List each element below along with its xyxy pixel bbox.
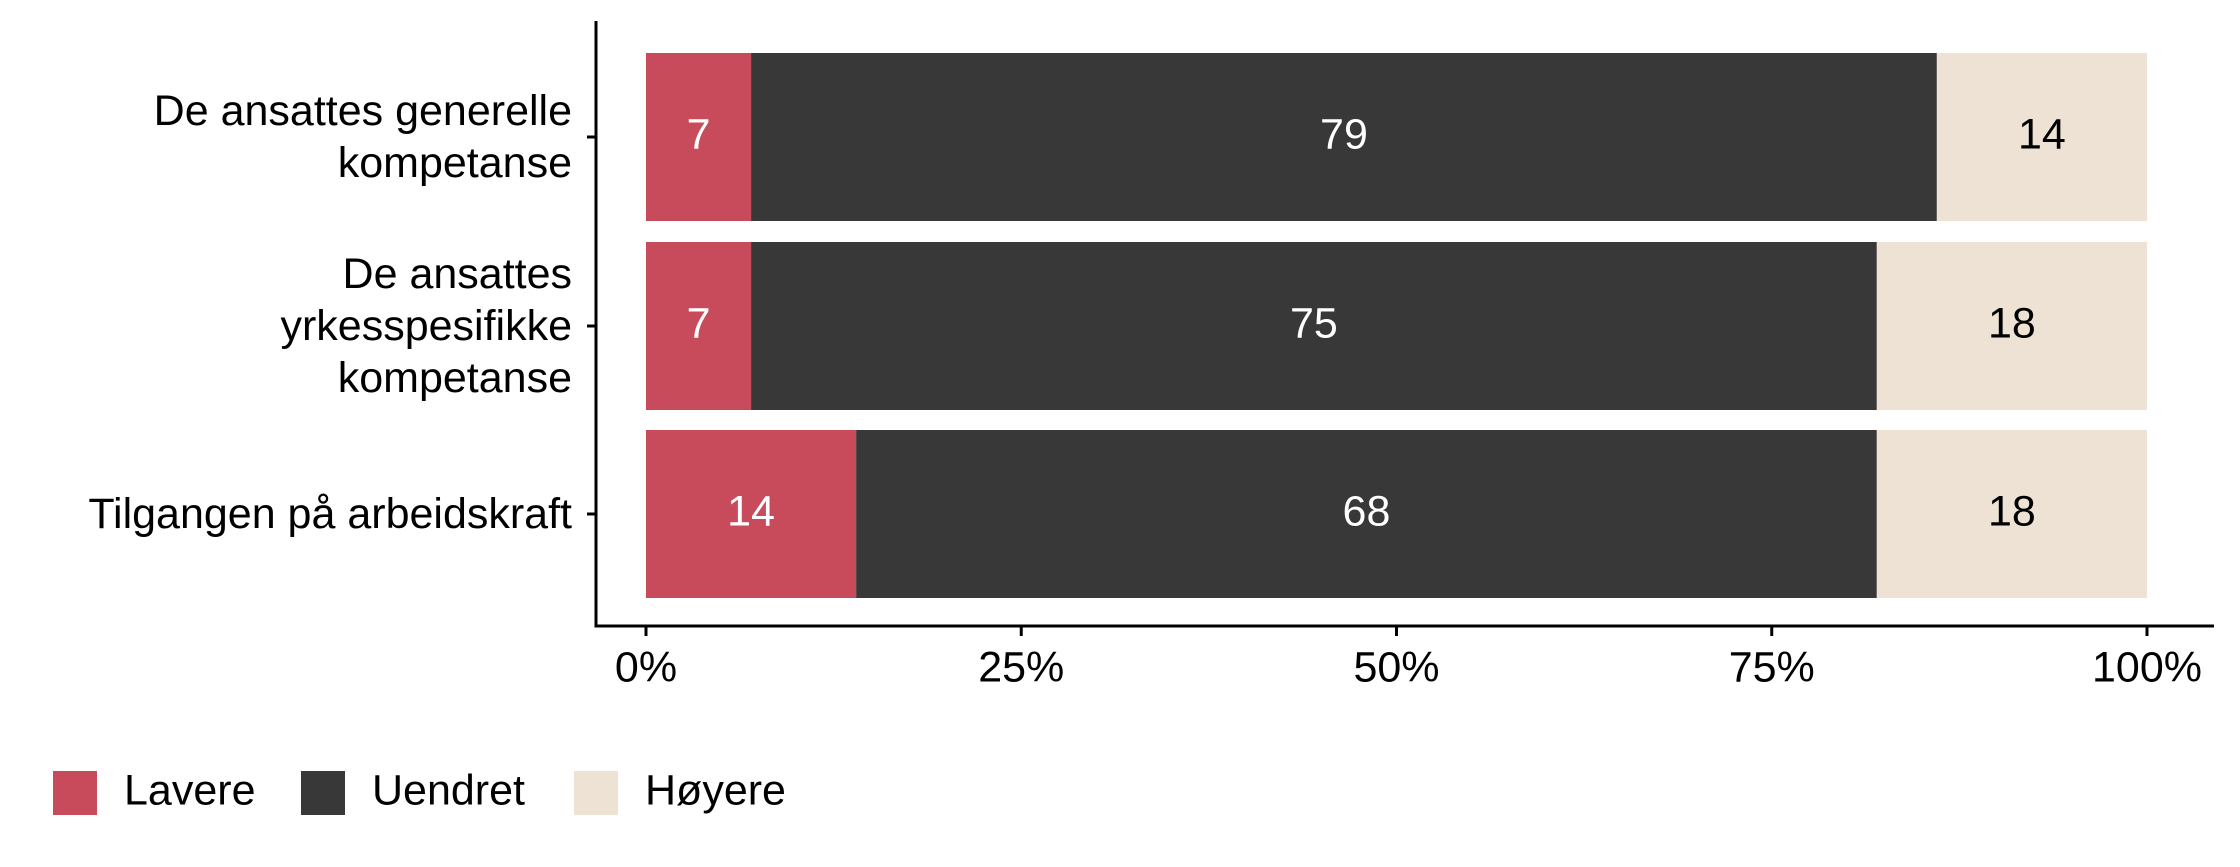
value-label: 7 (687, 299, 711, 347)
value-label: 79 (1320, 110, 1368, 158)
value-label: 75 (1290, 299, 1338, 347)
value-label: 18 (1988, 487, 2036, 535)
y-tick-label: Tilgangen på arbeidskraft (88, 490, 572, 538)
legend-swatch (53, 771, 97, 815)
x-tick-label: 50% (1353, 643, 1439, 691)
legend-label: Høyere (645, 766, 786, 814)
legend-label: Lavere (124, 766, 255, 814)
bar-segment (751, 242, 1877, 410)
bar-segment (646, 430, 857, 598)
legend-swatch (574, 771, 618, 815)
value-label: 18 (1988, 299, 2036, 347)
bar-segment (646, 53, 752, 221)
value-label: 14 (727, 487, 775, 535)
bar-segment (646, 242, 752, 410)
bar-segment (751, 53, 1937, 221)
bar-segment (1936, 53, 2147, 221)
y-tick-label: De ansattes yrkesspesifikke kompetanse (280, 250, 572, 402)
value-label: 68 (1343, 487, 1391, 535)
value-label: 7 (687, 110, 711, 158)
y-tick-label: De ansattes generelle kompetanse (153, 87, 572, 187)
bar-segment (1876, 430, 2147, 598)
x-tick-label: 25% (978, 643, 1064, 691)
x-tick-label: 100% (2092, 643, 2202, 691)
legend-swatch (301, 771, 345, 815)
bar-segment (856, 430, 1877, 598)
x-tick-label: 75% (1729, 643, 1815, 691)
bar-segment (1876, 242, 2147, 410)
x-tick-label: 0% (615, 643, 677, 691)
value-label: 14 (2018, 110, 2066, 158)
legend-label: Uendret (372, 766, 525, 814)
